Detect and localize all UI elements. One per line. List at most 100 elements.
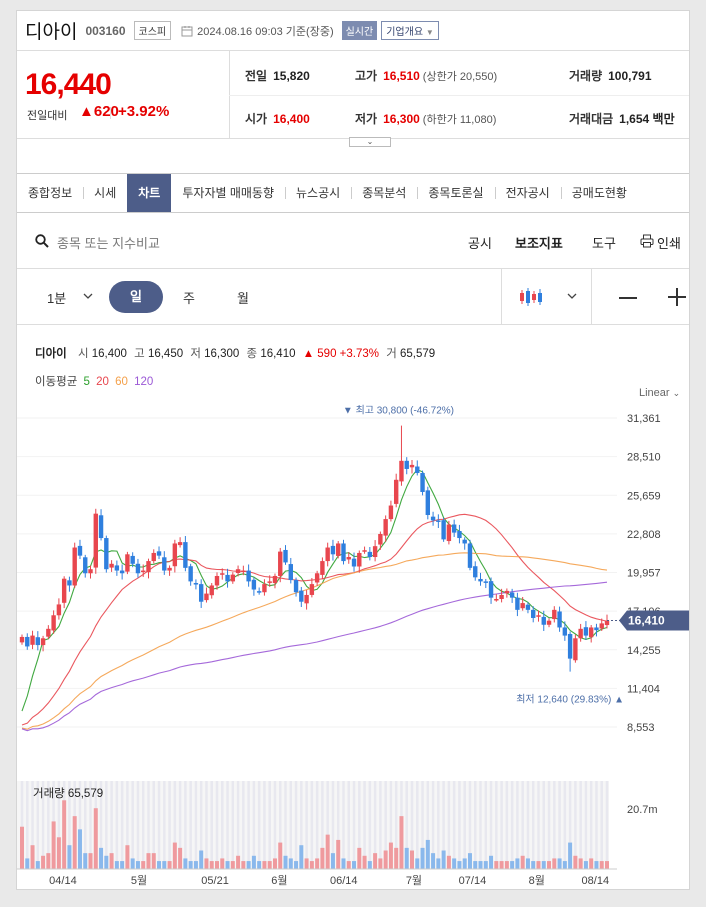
up-triangle-icon: ▲: [79, 103, 94, 120]
candle-body: [220, 573, 225, 575]
chevron-down-icon[interactable]: [83, 293, 93, 299]
volume-bar: [83, 853, 88, 869]
price-tick-label: 31,361: [627, 413, 661, 425]
volume-bar: [183, 858, 188, 869]
volume-bar: [410, 850, 414, 869]
stat-high: 고가 16,510 (상한가 20,550): [355, 69, 498, 83]
volume-bar: [93, 808, 98, 869]
tab-analysis[interactable]: 종목분석: [351, 174, 417, 212]
quote-datetime: 2024.08.16 09:03 기준(장중): [197, 25, 334, 38]
volume-bar: [452, 858, 457, 869]
tab-quotes[interactable]: 시세: [83, 174, 127, 212]
volume-bar: [573, 855, 578, 869]
price-chart[interactable]: 거래량 65,579 31,361 28,510 25,659 22,808 19,95…: [17, 403, 690, 890]
candlestick-chart-icon[interactable]: [519, 286, 545, 308]
volume-bar: [41, 855, 46, 869]
scale-select[interactable]: Linear ⌄: [639, 387, 681, 399]
candle-body: [272, 575, 278, 584]
volume-bar: [35, 861, 40, 869]
period-month-button[interactable]: 월: [237, 291, 249, 306]
print-button[interactable]: 인쇄: [657, 236, 681, 251]
candle-body: [599, 623, 604, 629]
volume-bar: [294, 861, 299, 869]
period-day-button[interactable]: 일: [109, 281, 163, 313]
tab-short-selling[interactable]: 공매도현황: [560, 174, 638, 212]
tab-chart[interactable]: 차트: [127, 174, 172, 212]
tab-discussion[interactable]: 종목토론실: [417, 174, 494, 212]
candle-body: [541, 616, 546, 625]
candle-body: [204, 593, 209, 601]
volume-bar: [504, 861, 509, 869]
volume-bar: [552, 858, 557, 869]
volume-bar: [446, 855, 451, 869]
volume-bar: [357, 847, 362, 869]
volume-bar: [135, 861, 140, 869]
candle-body: [467, 543, 473, 568]
volume-bar: [330, 853, 335, 869]
compare-search-input[interactable]: 종목 또는 지수비교: [57, 236, 160, 251]
period-bar: 1분 일 주 월: [17, 269, 689, 325]
candle-body: [67, 580, 72, 586]
candle-body: [56, 604, 62, 616]
disclosure-button[interactable]: 공시: [468, 236, 492, 251]
period-week-button[interactable]: 주: [183, 291, 195, 306]
volume-bar: [441, 850, 446, 869]
volume-bar: [278, 842, 283, 869]
volume-bar: [568, 842, 573, 869]
candle-body: [430, 516, 436, 521]
candle-body: [488, 581, 494, 598]
price-tick-label: 8,553: [627, 722, 655, 734]
print-icon[interactable]: [640, 234, 654, 248]
volume-bar: [352, 861, 357, 869]
min-price-annotation: 최저 12,640 (29.83%) ▲: [516, 694, 624, 706]
volume-bar: [483, 861, 488, 869]
volume-bar: [51, 821, 56, 869]
price-panel: 16,440 전일대비 ▲620 +3.92% 전일 15,820 고가 16,51…: [17, 51, 689, 147]
period-minute-select[interactable]: 1분: [47, 291, 67, 306]
market-badge: 코스피: [133, 21, 172, 40]
candle-body: [578, 628, 583, 639]
indicator-button[interactable]: 보조지표: [515, 236, 563, 251]
divider: [110, 107, 111, 119]
expand-toggle-button[interactable]: ⌄: [349, 137, 391, 147]
volume-bar: [288, 858, 293, 869]
volume-bar: [599, 861, 604, 869]
realtime-button[interactable]: 실시간: [341, 21, 378, 40]
tab-disclosure[interactable]: 전자공시: [494, 174, 561, 212]
candle-body: [40, 638, 46, 646]
zoom-in-button[interactable]: [668, 288, 686, 306]
candle-body: [557, 611, 562, 628]
price-tick-label: 14,255: [627, 645, 661, 657]
volume-bar: [204, 858, 209, 869]
candle-body: [504, 590, 510, 594]
price-tick-label: 22,808: [627, 529, 661, 541]
volume-bar: [605, 861, 609, 869]
volume-bar: [67, 845, 72, 869]
zoom-out-button[interactable]: [619, 297, 637, 299]
price-change-pct: +3.92%: [118, 103, 170, 120]
volume-bar: [562, 861, 567, 869]
volume-bar: [220, 858, 225, 869]
tab-investor-trading[interactable]: 투자자별 매매동향: [182, 186, 275, 200]
volume-bar: [557, 858, 562, 869]
chevron-down-icon[interactable]: [567, 293, 577, 299]
candle-body: [162, 557, 167, 571]
volume-bar: [404, 847, 409, 869]
search-icon[interactable]: [35, 234, 49, 248]
x-tick-label: 6월: [271, 874, 287, 887]
candle-body: [483, 581, 488, 583]
candle-body: [546, 620, 552, 625]
candle-body: [525, 604, 531, 610]
candle-body: [235, 569, 241, 574]
tab-overview[interactable]: 종합정보: [28, 186, 73, 200]
volume-bar: [594, 861, 599, 869]
tab-news[interactable]: 뉴스공시: [285, 174, 351, 212]
candle-body: [462, 539, 467, 544]
candle-body: [188, 566, 193, 582]
company-overview-dropdown[interactable]: 기업개요 ▼: [381, 21, 439, 40]
candle-body: [241, 570, 246, 573]
volume-bar: [325, 834, 330, 869]
candle-body: [172, 543, 178, 567]
tools-button[interactable]: 도구: [592, 236, 616, 251]
stock-name: 디아이: [25, 22, 78, 43]
